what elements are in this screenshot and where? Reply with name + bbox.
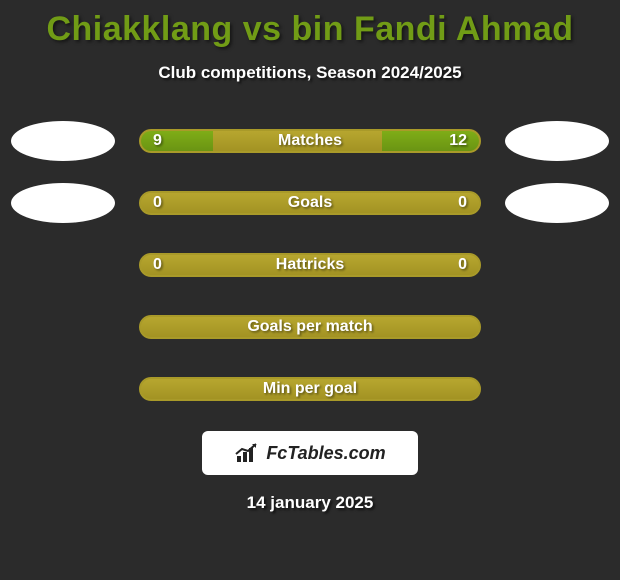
chart-icon — [234, 442, 260, 464]
stat-bar: Goals per match — [139, 315, 481, 339]
stat-rows: 9 12 Matches 0 0 Goals 0 0 Hattricks Goals per ma… — [0, 121, 620, 409]
stat-label: Hattricks — [276, 256, 344, 274]
stat-label: Min per goal — [263, 380, 357, 398]
stat-bar: 0 0 Hattricks — [139, 253, 481, 277]
stat-label: Matches — [278, 132, 342, 150]
stat-row: Min per goal — [0, 369, 620, 409]
player-avatar-right — [505, 121, 609, 161]
stat-value-left: 0 — [153, 194, 162, 212]
stat-row: 0 0 Goals — [0, 183, 620, 223]
player-avatar-left — [11, 183, 115, 223]
page-title: Chiakklang vs bin Fandi Ahmad — [0, 0, 620, 49]
stat-row: Goals per match — [0, 307, 620, 347]
stat-bar: Min per goal — [139, 377, 481, 401]
bar-fill-left — [141, 131, 213, 151]
stat-value-right: 12 — [449, 132, 467, 150]
stat-bar: 9 12 Matches — [139, 129, 481, 153]
date-label: 14 january 2025 — [0, 493, 620, 513]
stat-row: 9 12 Matches — [0, 121, 620, 161]
stat-value-right: 0 — [458, 194, 467, 212]
stat-value-right: 0 — [458, 256, 467, 274]
stat-value-left: 9 — [153, 132, 162, 150]
brand-logo: FcTables.com — [202, 431, 418, 475]
stat-value-left: 0 — [153, 256, 162, 274]
stat-bar: 0 0 Goals — [139, 191, 481, 215]
player-avatar-right — [505, 183, 609, 223]
stat-label: Goals per match — [247, 318, 372, 336]
player-avatar-left — [11, 121, 115, 161]
stat-label: Goals — [288, 194, 332, 212]
stat-row: 0 0 Hattricks — [0, 245, 620, 285]
page-subtitle: Club competitions, Season 2024/2025 — [0, 63, 620, 83]
brand-text: FcTables.com — [266, 443, 385, 464]
